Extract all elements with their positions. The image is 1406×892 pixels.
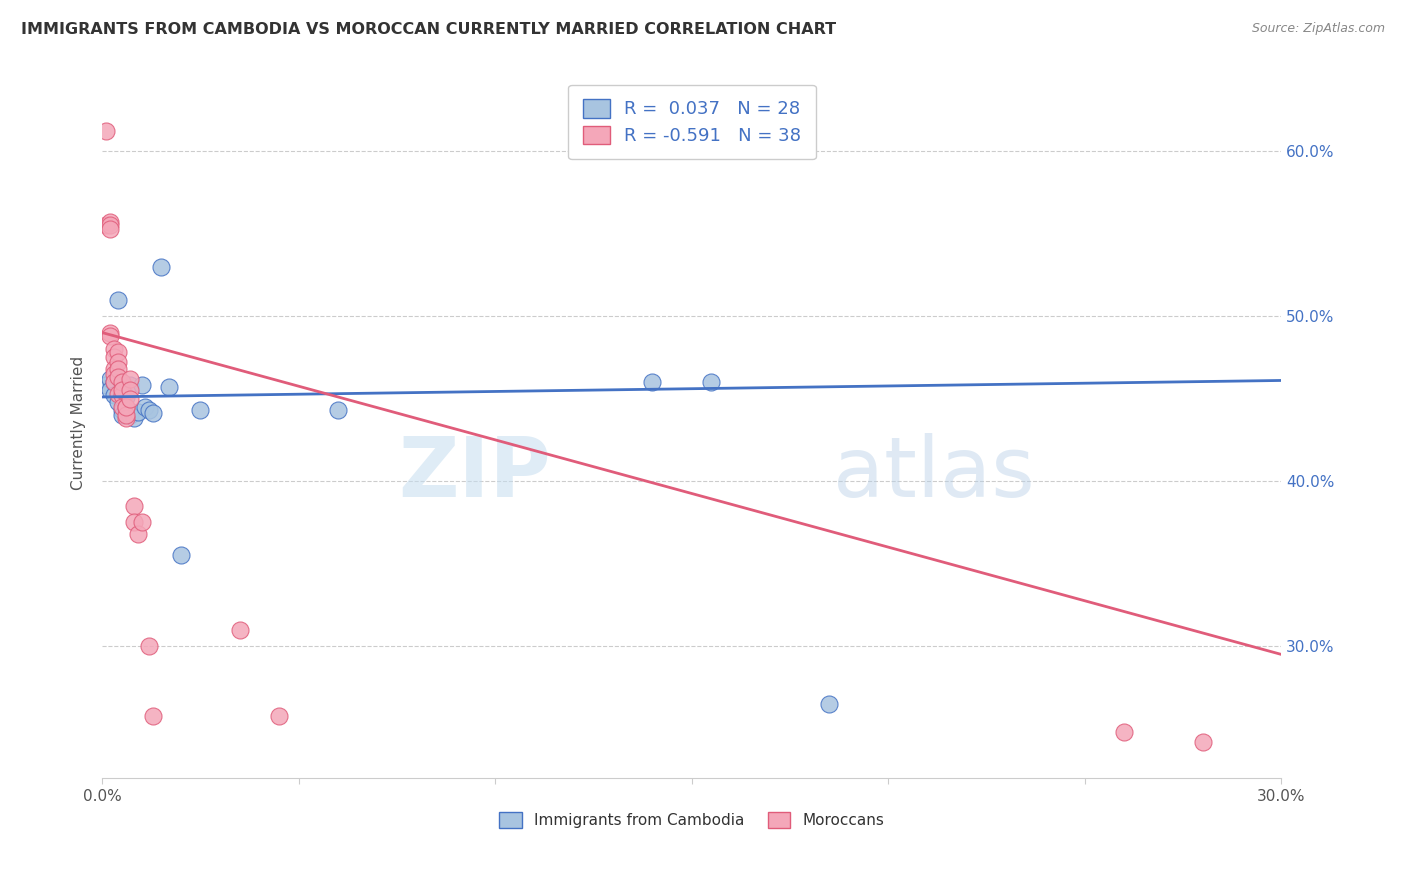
Point <box>103 362 125 376</box>
Point <box>107 395 129 409</box>
Point <box>103 342 125 356</box>
Point <box>107 362 129 376</box>
Point <box>114 400 136 414</box>
Point <box>118 384 141 398</box>
Point <box>111 378 134 392</box>
Point <box>103 367 125 381</box>
Point <box>229 623 252 637</box>
Point <box>127 405 149 419</box>
Point <box>118 378 141 392</box>
Point <box>111 375 134 389</box>
Point <box>326 403 349 417</box>
Point <box>107 355 129 369</box>
Point <box>98 326 121 340</box>
Point <box>107 293 129 307</box>
Point <box>267 708 290 723</box>
Point <box>114 408 136 422</box>
Point <box>107 345 129 359</box>
Point <box>98 215 121 229</box>
Point <box>103 388 125 402</box>
Legend: Immigrants from Cambodia, Moroccans: Immigrants from Cambodia, Moroccans <box>494 806 890 834</box>
Point <box>118 392 141 406</box>
Point <box>138 639 160 653</box>
Point <box>142 407 165 421</box>
Point <box>103 375 125 389</box>
Text: IMMIGRANTS FROM CAMBODIA VS MOROCCAN CURRENTLY MARRIED CORRELATION CHART: IMMIGRANTS FROM CAMBODIA VS MOROCCAN CUR… <box>21 22 837 37</box>
Point <box>114 403 136 417</box>
Y-axis label: Currently Married: Currently Married <box>72 356 86 491</box>
Point <box>103 351 125 365</box>
Point <box>111 388 134 402</box>
Point <box>131 516 153 530</box>
Point <box>94 378 117 392</box>
Point <box>118 408 141 422</box>
Point <box>142 708 165 723</box>
Point <box>103 375 125 389</box>
Point <box>641 375 664 389</box>
Point <box>131 378 153 392</box>
Point <box>150 260 173 274</box>
Text: Source: ZipAtlas.com: Source: ZipAtlas.com <box>1251 22 1385 36</box>
Point <box>818 697 841 711</box>
Point <box>134 400 156 414</box>
Point <box>98 329 121 343</box>
Point <box>111 400 134 414</box>
Point <box>94 219 117 233</box>
Point <box>170 549 193 563</box>
Point <box>98 219 121 233</box>
Point <box>94 124 117 138</box>
Point <box>98 384 121 398</box>
Point <box>111 384 134 398</box>
Point <box>138 403 160 417</box>
Point <box>107 386 129 401</box>
Point <box>122 516 145 530</box>
Point <box>127 527 149 541</box>
Point <box>1114 725 1136 739</box>
Text: atlas: atlas <box>834 433 1035 514</box>
Point <box>98 372 121 386</box>
Point <box>114 411 136 425</box>
Point <box>122 499 145 513</box>
Point <box>1191 735 1213 749</box>
Text: ZIP: ZIP <box>398 433 550 514</box>
Point <box>157 380 180 394</box>
Point <box>114 400 136 414</box>
Point <box>98 221 121 235</box>
Point <box>190 403 212 417</box>
Point <box>111 408 134 422</box>
Point <box>700 375 723 389</box>
Point <box>107 370 129 384</box>
Point <box>111 403 134 417</box>
Point <box>122 411 145 425</box>
Point <box>114 390 136 404</box>
Point <box>118 372 141 386</box>
